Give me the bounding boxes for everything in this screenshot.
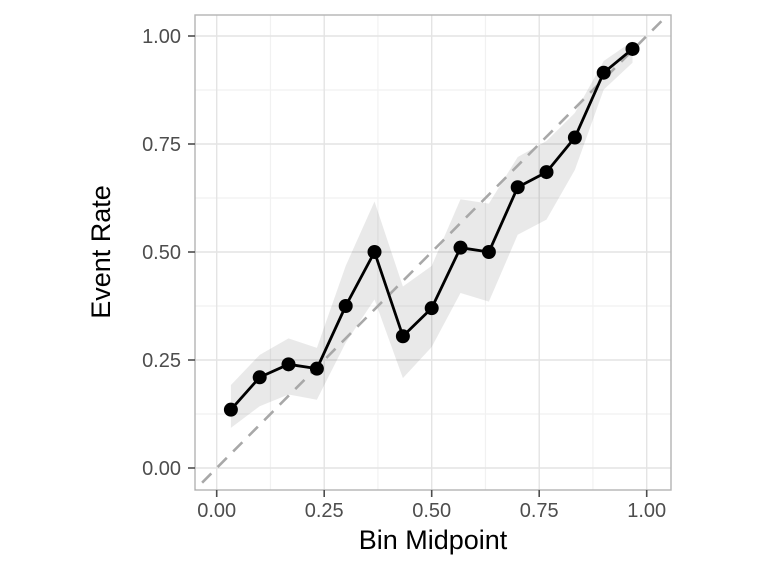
y-axis-title: Event Rate — [86, 185, 116, 319]
data-point — [539, 165, 554, 180]
data-point — [424, 301, 439, 316]
axis-tick-marks — [188, 35, 648, 497]
data-point — [567, 130, 582, 145]
y-tick-label: 0.00 — [142, 458, 181, 480]
data-point — [510, 180, 525, 195]
axis-tick-labels: 0.00 0.25 0.50 0.75 1.00 0.00 0.25 0.50 0.75 1.00 — [142, 26, 666, 522]
data-point — [596, 65, 611, 80]
x-axis-title: Bin Midpoint — [359, 525, 508, 555]
data-point — [453, 240, 468, 255]
data-points — [223, 41, 640, 417]
diagonal-dashed-line — [195, 15, 670, 490]
data-point — [367, 245, 382, 259]
x-tick-label: 0.50 — [412, 500, 451, 522]
data-point — [223, 402, 238, 417]
data-point — [481, 245, 496, 259]
x-tick-label: 0.25 — [305, 500, 344, 522]
y-tick-label: 1.00 — [142, 26, 181, 48]
x-tick-label: 0.75 — [520, 500, 559, 522]
reference-diagonal-dashed-line — [195, 15, 670, 490]
data-point — [281, 357, 296, 372]
major-gridlines — [195, 15, 671, 490]
y-tick-label: 0.25 — [142, 350, 181, 372]
y-tick-label: 0.50 — [142, 242, 181, 264]
data-point — [338, 299, 353, 313]
x-tick-label: 1.00 — [627, 500, 666, 522]
confidence-ribbon-area — [230, 41, 633, 428]
data-point — [625, 41, 640, 56]
data-point — [395, 329, 410, 344]
y-tick-label: 0.75 — [142, 134, 181, 156]
x-tick-label: 0.00 — [197, 500, 236, 522]
data-point — [252, 370, 267, 385]
data-point — [309, 361, 324, 376]
confidence-ribbon — [230, 41, 633, 428]
